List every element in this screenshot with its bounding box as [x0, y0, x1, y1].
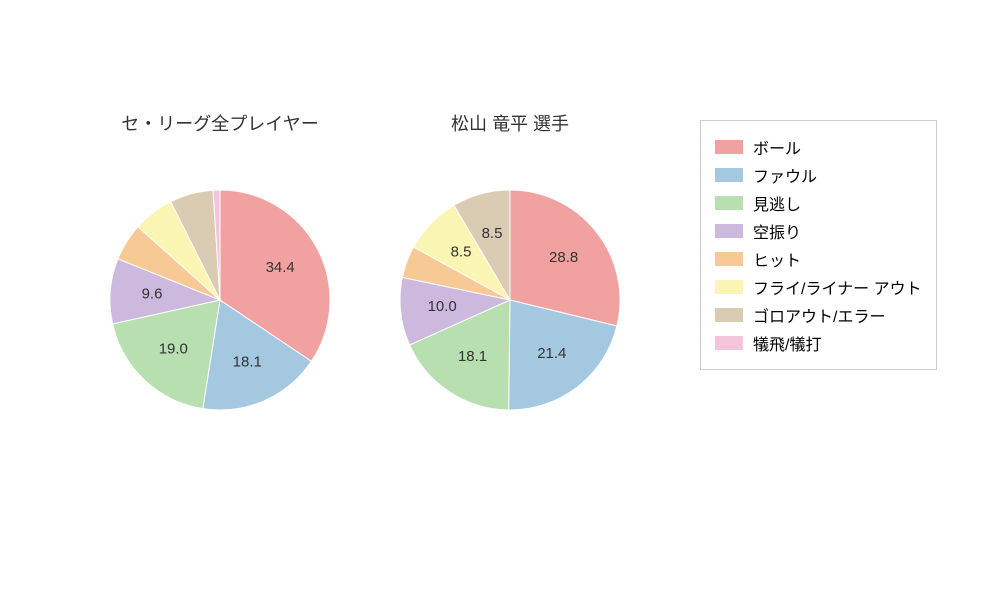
pie-1-label-foul: 21.4	[537, 345, 566, 362]
legend-swatch-hit	[715, 252, 743, 266]
legend-swatch-ball	[715, 140, 743, 154]
legend-label-hit: ヒット	[753, 247, 801, 271]
legend-item-looking: 見逃し	[715, 191, 922, 215]
pie-1-label-ball: 28.8	[549, 249, 578, 266]
pie-1-label-swinging: 10.0	[428, 298, 457, 315]
legend-item-sac: 犠飛/犠打	[715, 331, 922, 355]
legend-label-foul: ファウル	[753, 163, 817, 187]
pie-0-label-swinging: 9.6	[142, 285, 163, 302]
pie-1-label-looking: 18.1	[458, 348, 487, 365]
legend-swatch-looking	[715, 196, 743, 210]
legend-label-ground_err: ゴロアウト/エラー	[753, 303, 885, 327]
legend-label-swinging: 空振り	[753, 219, 801, 243]
legend-label-sac: 犠飛/犠打	[753, 331, 821, 355]
pie-title-1: 松山 竜平 選手	[451, 114, 569, 134]
pie-title-0: セ・リーグ全プレイヤー	[121, 114, 318, 134]
legend-swatch-sac	[715, 336, 743, 350]
legend-item-swinging: 空振り	[715, 219, 922, 243]
legend-item-ball: ボール	[715, 135, 922, 159]
chart-container: セ・リーグ全プレイヤー 34.4 18.1 19.0 9.6 松山 竜平 選手 28.8 21…	[0, 0, 1000, 600]
legend-item-fly_liner: フライ/ライナー アウト	[715, 275, 922, 299]
legend-label-ball: ボール	[753, 135, 801, 159]
pie-1-label-ground_err: 8.5	[482, 225, 503, 242]
pie-1-label-fly_liner: 8.5	[451, 244, 472, 261]
pie-0-label-looking: 19.0	[159, 341, 188, 358]
legend-label-looking: 見逃し	[753, 191, 801, 215]
pie-0-label-ball: 34.4	[266, 259, 295, 276]
legend-swatch-ground_err	[715, 308, 743, 322]
legend: ボールファウル見逃し空振りヒットフライ/ライナー アウトゴロアウト/エラー犠飛/…	[700, 120, 937, 370]
legend-swatch-swinging	[715, 224, 743, 238]
legend-swatch-fly_liner	[715, 280, 743, 294]
legend-item-hit: ヒット	[715, 247, 922, 271]
legend-item-foul: ファウル	[715, 163, 922, 187]
legend-swatch-foul	[715, 168, 743, 182]
pie-0-label-foul: 18.1	[233, 353, 262, 370]
legend-label-fly_liner: フライ/ライナー アウト	[753, 275, 922, 299]
legend-item-ground_err: ゴロアウト/エラー	[715, 303, 922, 327]
